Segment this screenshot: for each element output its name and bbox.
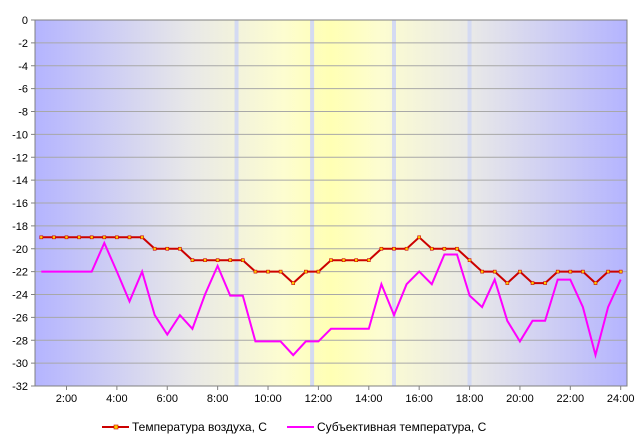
x-tick-label: 10:00 [254, 393, 282, 405]
x-tick-label: 22:00 [557, 393, 585, 405]
data-point [278, 269, 283, 274]
data-point [165, 246, 170, 251]
y-tick-label: -30 [12, 358, 28, 370]
data-point [140, 235, 144, 240]
data-point [228, 258, 233, 262]
y-tick-label: -14 [12, 175, 28, 187]
series-lines [39, 235, 623, 360]
data-point [64, 235, 69, 240]
x-tick-label: 6:00 [157, 393, 178, 405]
y-tick-label: -6 [18, 84, 28, 96]
x-tick-label: 16:00 [405, 393, 433, 405]
y-tick-label: -12 [12, 152, 28, 164]
data-point [593, 281, 598, 285]
data-point [429, 246, 434, 251]
data-point [442, 246, 447, 251]
data-point [404, 246, 409, 251]
legend-label: Субъективная температура, С [317, 420, 487, 434]
y-tick-label: -8 [18, 107, 28, 119]
legend-marker [113, 424, 119, 430]
data-point [518, 269, 522, 274]
y-tick-label: -20 [12, 244, 28, 256]
y-tick-label: -4 [18, 61, 28, 73]
data-point [366, 258, 371, 262]
y-tick-label: 0 [22, 15, 28, 27]
data-point [316, 269, 321, 274]
x-tick-label: 12:00 [305, 393, 333, 405]
data-point [127, 235, 132, 240]
x-tick-label: 4:00 [106, 393, 127, 405]
y-tick-label: -16 [12, 198, 28, 210]
data-point [581, 269, 585, 274]
data-point [417, 235, 421, 240]
data-point [253, 269, 258, 274]
y-tick-label: -28 [12, 335, 28, 347]
x-tick-label: 2:00 [56, 393, 77, 405]
data-point [341, 258, 346, 262]
data-point [354, 258, 358, 262]
data-point [115, 235, 119, 240]
data-point [530, 281, 535, 285]
data-point [190, 258, 195, 262]
data-point [480, 269, 484, 274]
y-tick-label: -32 [12, 381, 28, 393]
x-tick-label: 8:00 [207, 393, 228, 405]
data-point [467, 258, 472, 262]
data-point [291, 281, 296, 285]
y-axis-ticks: 0 -2 -4 -6 -8 -10 -12 -14 -16 -18 -20 -22 -24 -26 -28 -… [12, 15, 35, 393]
data-point [52, 235, 56, 240]
legend: Температура воздуха, С Субъективная темпе… [102, 420, 487, 434]
data-point [543, 281, 547, 285]
data-point [568, 269, 573, 274]
y-tick-label: -10 [12, 129, 28, 141]
data-point [329, 258, 333, 262]
series-line-2 [41, 240, 622, 360]
x-tick-label: 18:00 [456, 393, 484, 405]
data-point [102, 235, 107, 240]
data-point [203, 258, 207, 262]
x-tick-label: 20:00 [506, 393, 534, 405]
x-tick-label: 14:00 [355, 393, 383, 405]
data-point [178, 246, 182, 251]
x-axis-ticks: 2:00 4:00 6:00 8:00 10:00 12:00 14:00 16:00 18:0… [56, 386, 635, 405]
data-point [492, 269, 497, 274]
data-point [152, 246, 157, 251]
data-point [304, 269, 308, 274]
data-point [618, 269, 623, 274]
data-point [77, 235, 81, 240]
data-point [266, 269, 270, 274]
data-point [89, 235, 94, 240]
plot-border [34, 19, 628, 387]
data-point [392, 246, 396, 251]
data-point [555, 269, 560, 274]
legend-label: Температура воздуха, С [132, 420, 267, 434]
y-tick-label: -18 [12, 221, 28, 233]
data-point [215, 258, 220, 262]
data-point [455, 246, 459, 251]
y-tick-label: -22 [12, 267, 28, 279]
y-tick-label: -2 [18, 38, 28, 50]
data-point [379, 246, 384, 251]
y-tick-label: -26 [12, 312, 28, 324]
data-point [606, 269, 610, 274]
data-point [505, 281, 510, 285]
data-point [39, 235, 44, 240]
data-point [241, 258, 245, 262]
y-tick-label: -24 [12, 290, 28, 302]
x-tick-label: 24:00 [607, 393, 635, 405]
